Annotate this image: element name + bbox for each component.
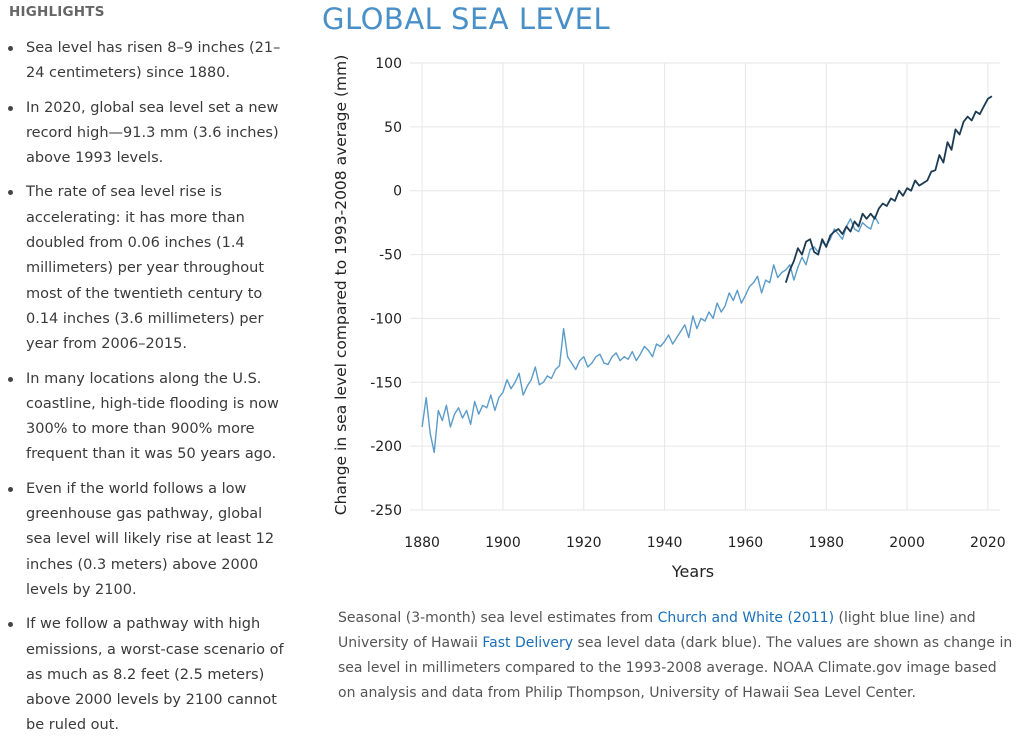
x-tick-label: 2020 bbox=[970, 535, 1006, 551]
y-axis-ticks: 100 50 0 -50 -100 -150 -200 -250 bbox=[370, 56, 402, 519]
y-tick-label: -50 bbox=[379, 248, 402, 264]
y-tick-label: -200 bbox=[370, 439, 402, 455]
y-tick-label: 0 bbox=[393, 184, 402, 200]
caption-text: (light blue line) and University of Hawa… bbox=[338, 610, 976, 651]
caption-text: Seasonal (3-month) sea level estimates f… bbox=[338, 610, 658, 626]
highlight-item: If we follow a pathway with high emissio… bbox=[0, 612, 300, 738]
highlight-item: Even if the world follows a low greenhou… bbox=[0, 477, 300, 603]
y-tick-label: -250 bbox=[370, 503, 402, 519]
x-axis-ticks: 1880 1900 1920 1940 1960 1980 2000 2020 bbox=[404, 535, 1005, 551]
x-tick-label: 1900 bbox=[485, 535, 521, 551]
y-tick-label: 100 bbox=[375, 56, 402, 72]
x-tick-label: 2000 bbox=[889, 535, 925, 551]
y-tick-label: -100 bbox=[370, 311, 402, 327]
highlight-item: In many locations along the U.S. coastli… bbox=[0, 367, 300, 468]
chart-caption: Seasonal (3-month) sea level estimates f… bbox=[338, 606, 1018, 706]
x-tick-label: 1880 bbox=[404, 535, 440, 551]
x-tick-label: 1940 bbox=[647, 535, 683, 551]
fast-delivery-link[interactable]: Fast Delivery bbox=[482, 635, 574, 651]
x-tick-label: 1920 bbox=[566, 535, 602, 551]
grid bbox=[410, 62, 1000, 511]
y-axis-label: Change in sea level compared to 1993-200… bbox=[332, 55, 350, 516]
chart-title: GLOBAL SEA LEVEL bbox=[322, 2, 611, 36]
x-axis-label: Years bbox=[671, 562, 714, 581]
caption-text: sea level data (dark blue). The values a… bbox=[338, 635, 1013, 701]
church-white-series-line bbox=[421, 215, 880, 454]
highlight-item: Sea level has risen 8–9 inches (21–24 ce… bbox=[0, 36, 300, 87]
fast-delivery-series-line bbox=[784, 95, 993, 283]
highlights-heading: HIGHLIGHTS bbox=[9, 4, 105, 20]
sea-level-chart: 100 50 0 -50 -100 -150 -200 -250 1880 1900 1920 19… bbox=[332, 55, 1006, 581]
y-tick-label: 50 bbox=[384, 120, 402, 136]
x-tick-label: 1960 bbox=[728, 535, 764, 551]
series-lines bbox=[421, 95, 993, 454]
church-white-link[interactable]: Church and White (2011) bbox=[657, 610, 835, 626]
highlight-item: In 2020, global sea level set a new reco… bbox=[0, 96, 300, 172]
highlight-item: The rate of sea level rise is accelerati… bbox=[0, 180, 300, 357]
highlights-list: Sea level has risen 8–9 inches (21–24 ce… bbox=[0, 36, 300, 748]
x-tick-label: 1980 bbox=[808, 535, 844, 551]
y-tick-label: -150 bbox=[370, 375, 402, 391]
